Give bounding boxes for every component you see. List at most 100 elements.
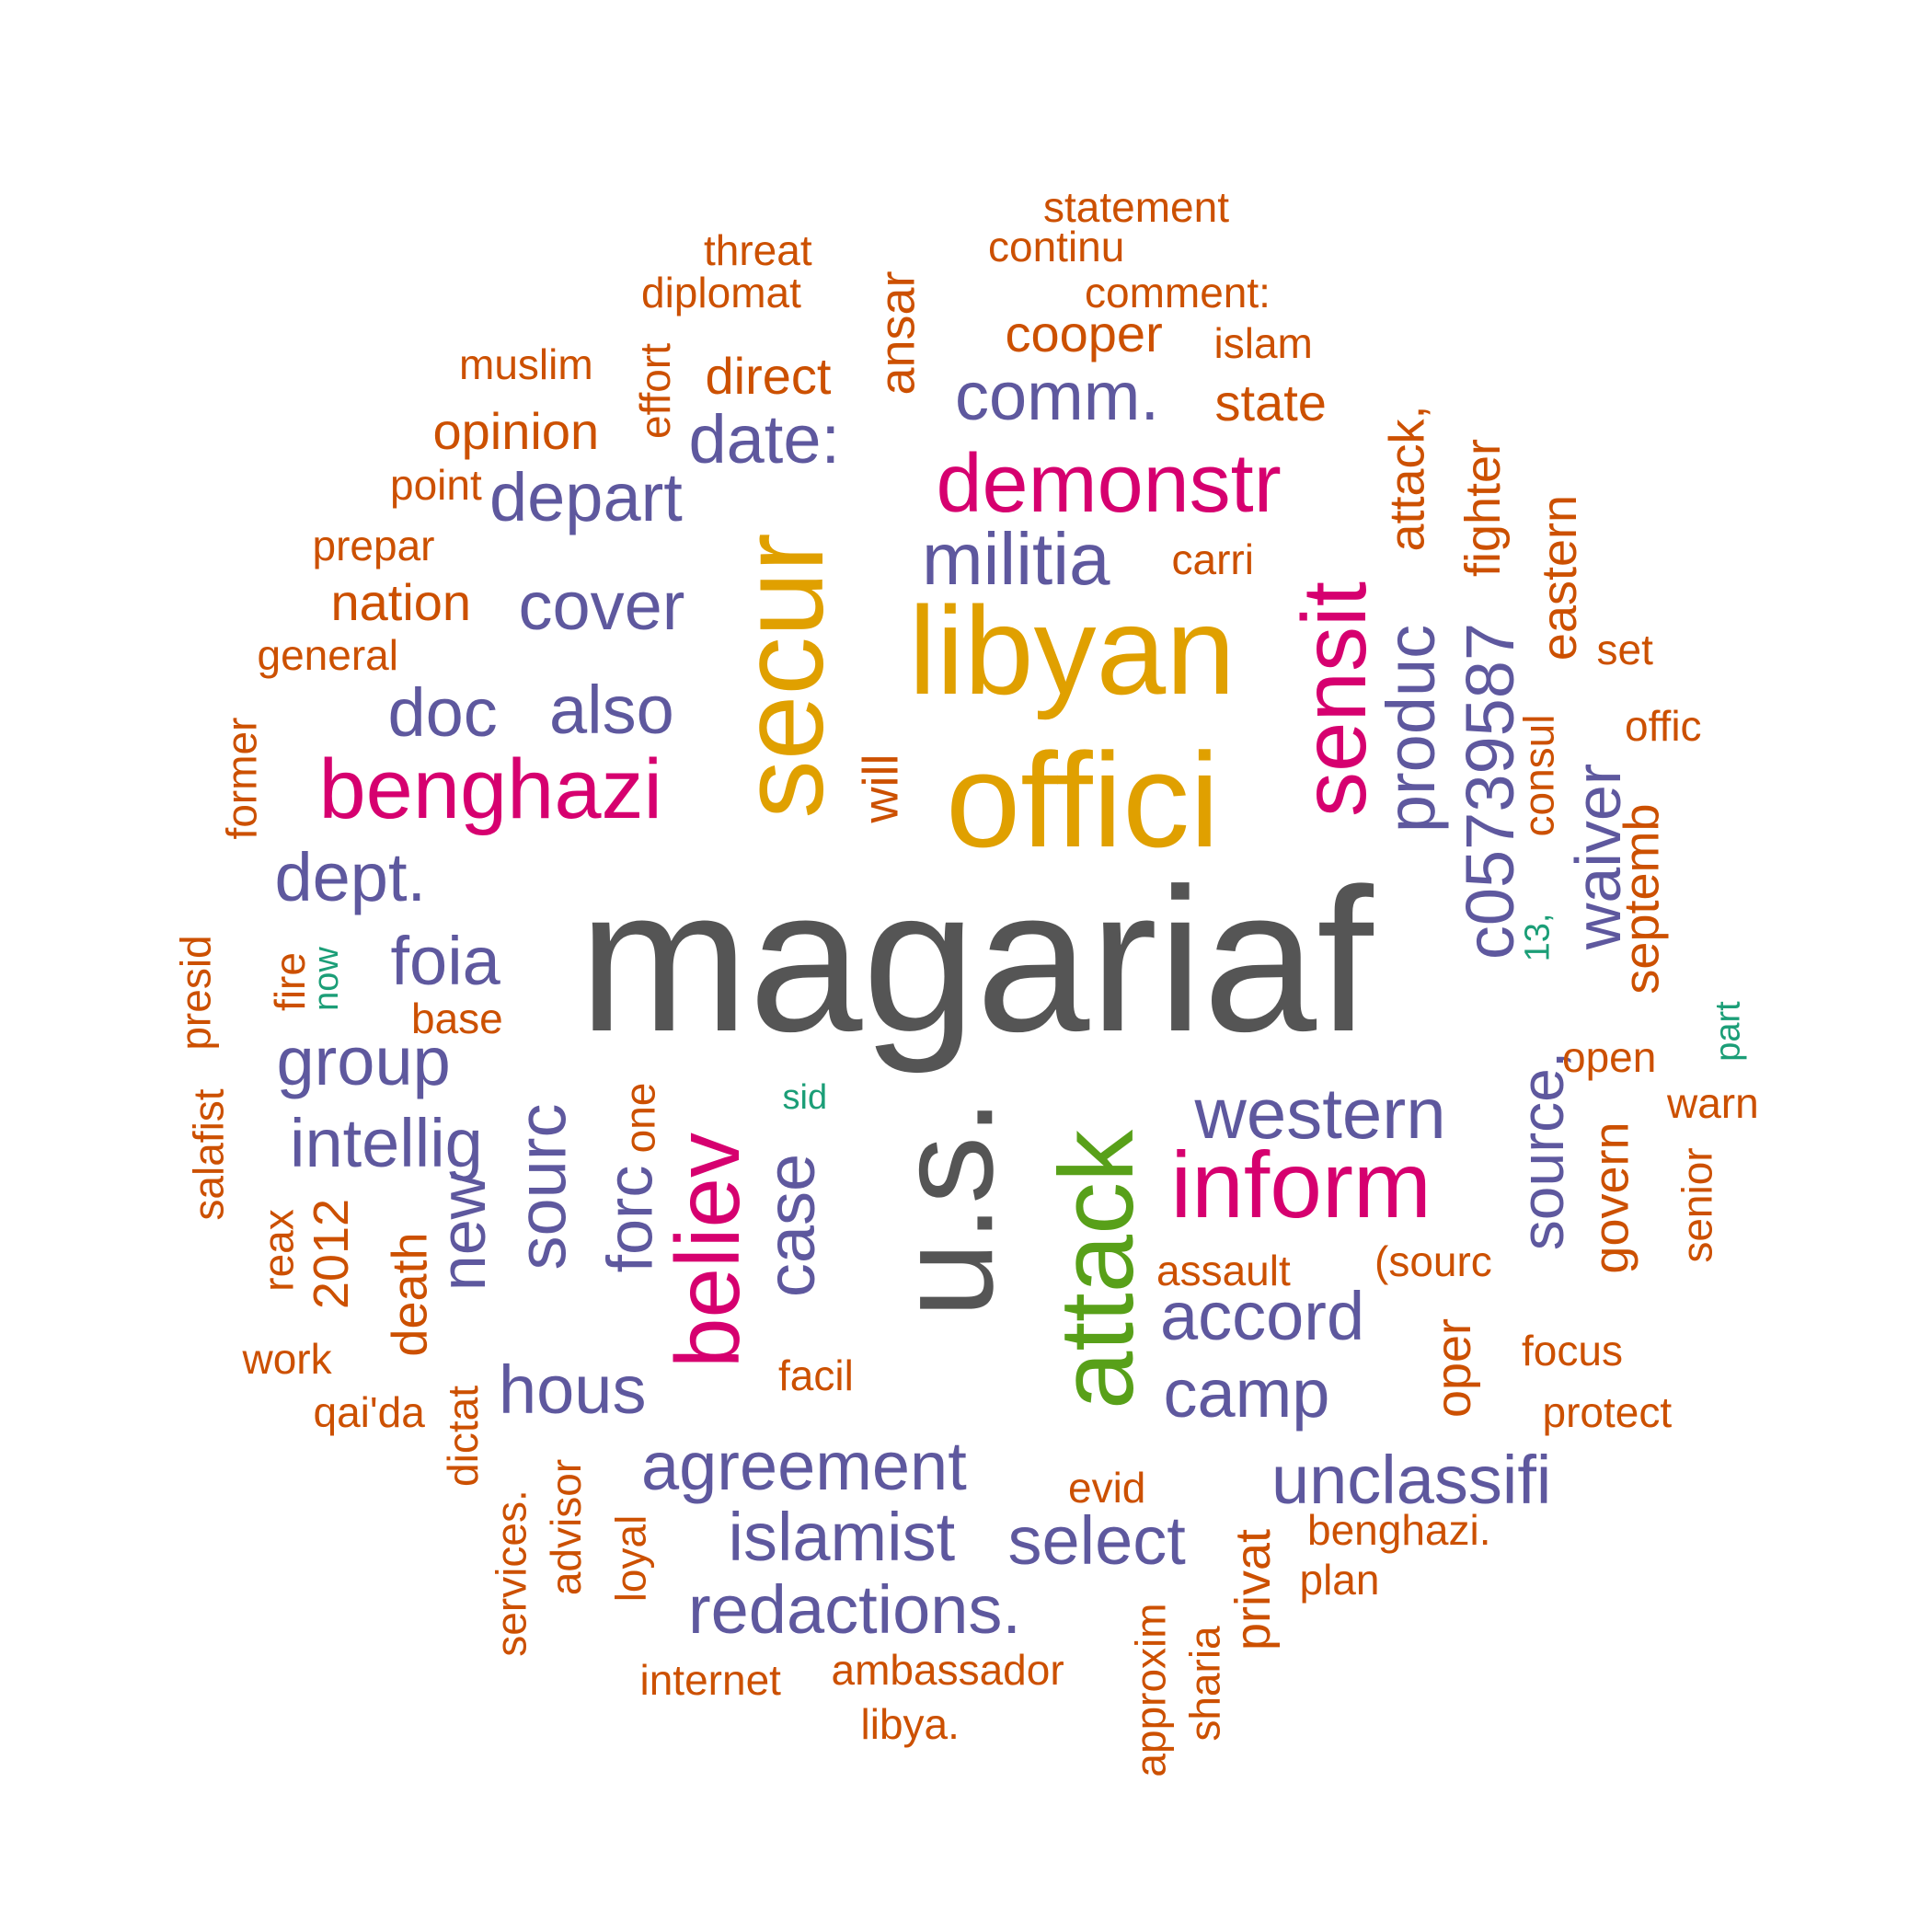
word-benghazi: benghazi (318, 742, 662, 836)
word-also: also (549, 672, 674, 748)
word-dept: dept. (274, 839, 427, 915)
word-accord: accord (1160, 1278, 1365, 1354)
word-warn: warn (1667, 1079, 1759, 1127)
word-comm: comm. (955, 358, 1159, 434)
word-2012: 2012 (304, 1198, 360, 1310)
word-assault: assault (1156, 1247, 1291, 1294)
word-dictat: dictat (438, 1386, 487, 1487)
word-secur: secur (716, 532, 847, 819)
word-internet: internet (639, 1656, 781, 1704)
word-services: services. (487, 1489, 535, 1657)
word-govern: govern (1583, 1121, 1639, 1274)
word-forc: forc (592, 1165, 665, 1273)
word-attack: attack (1039, 1129, 1156, 1410)
word-senior: senior (1673, 1147, 1721, 1263)
word-privat: privat (1225, 1528, 1282, 1651)
word-unclassifi: unclassifi (1271, 1442, 1552, 1518)
word-nation: nation (330, 573, 472, 631)
word-carri: carri (1171, 535, 1254, 583)
word-sharia: sharia (1180, 1626, 1229, 1742)
word-produc: produc (1373, 624, 1450, 834)
word-fighter: fighter (1455, 438, 1512, 578)
word-offic: offic (1625, 702, 1702, 750)
word-demonstr: demonstr (936, 438, 1282, 530)
word-inform: inform (1170, 1133, 1432, 1237)
word-open: open (1562, 1033, 1657, 1081)
word-foia: foia (390, 923, 500, 999)
word-camp: camp (1163, 1355, 1330, 1432)
word-sensit: sensit (1283, 581, 1386, 818)
word-fire: fire (265, 952, 314, 1011)
word-u-s: u.s. (868, 1098, 1021, 1318)
word-statement: statement (1043, 183, 1229, 231)
word-western: western (1194, 1073, 1446, 1154)
word-cover: cover (518, 568, 685, 644)
word-continu: continu (988, 223, 1125, 270)
word-depart: depart (489, 459, 683, 535)
word-sid: sid (782, 1078, 828, 1117)
word-effort: effort (631, 343, 679, 439)
word-now: now (306, 947, 346, 1011)
word-oper: oper (1426, 1317, 1482, 1419)
word-sourc: sourc (502, 1103, 580, 1271)
word-septemb: septemb (1614, 803, 1670, 995)
word-libya: libya. (860, 1700, 960, 1748)
word-one: one (615, 1082, 663, 1154)
word-magariaf: magariaf (579, 846, 1374, 1075)
word-loyal: loyal (605, 1514, 654, 1603)
word-salafist: salafist (184, 1088, 233, 1221)
word-qai-da: qai'da (313, 1388, 425, 1436)
word-consul: consul (1513, 714, 1562, 837)
word-attack: attack, (1379, 405, 1435, 552)
word-cooper: cooper (1005, 305, 1163, 362)
word-advisor: advisor (542, 1458, 591, 1596)
word-militia: militia (922, 518, 1110, 600)
word-sourc: (sourc (1374, 1237, 1492, 1285)
word-approxim: approxim (1126, 1603, 1175, 1777)
word-state: state (1214, 374, 1327, 431)
word-set: set (1596, 626, 1653, 673)
word-death: death (382, 1232, 438, 1357)
word-13: 13, (1517, 913, 1557, 962)
word-diplomat: diplomat (641, 269, 801, 316)
word-reax: reax (254, 1209, 303, 1292)
word-redactions: redactions. (688, 1571, 1021, 1648)
word-opinion: opinion (432, 402, 600, 460)
word-facil: facil (778, 1351, 854, 1399)
word-date: date: (688, 401, 841, 477)
word-former: former (216, 717, 265, 840)
word-offici: offici (946, 725, 1220, 875)
word-agreement: agreement (641, 1428, 967, 1504)
word-intellig: intellig (290, 1105, 483, 1181)
word-islamist: islamist (728, 1499, 956, 1575)
word-base: base (411, 995, 503, 1042)
word-doc: doc (387, 674, 498, 751)
word-part: part (1708, 1001, 1748, 1062)
word-eastern: eastern (1532, 494, 1588, 661)
word-plan: plan (1299, 1556, 1380, 1604)
word-believ: believ (657, 1132, 759, 1369)
word-muslim: muslim (459, 340, 593, 388)
word-point: point (390, 461, 482, 509)
word-islam: islam (1213, 319, 1313, 367)
word-select: select (1007, 1502, 1186, 1579)
word-presid: presid (171, 935, 220, 1051)
word-hous: hous (499, 1351, 647, 1428)
word-ansar: ansar (869, 270, 926, 396)
word-direct: direct (705, 347, 832, 405)
word-will: will (853, 753, 908, 823)
word-focus: focus (1522, 1327, 1623, 1374)
word-threat: threat (704, 226, 812, 274)
word-new: new (427, 1172, 500, 1292)
word-work: work (242, 1335, 332, 1383)
word-comment: comment: (1085, 269, 1271, 316)
word-group: group (276, 1023, 451, 1099)
word-ambassador: ambassador (831, 1646, 1064, 1694)
word-source: source, (1508, 1051, 1577, 1251)
word-protect: protect (1542, 1388, 1673, 1436)
word-prepar: prepar (312, 522, 435, 569)
word-evid: evid (1068, 1464, 1146, 1512)
word-libyan: libyan (908, 581, 1236, 720)
word-general: general (257, 631, 398, 679)
